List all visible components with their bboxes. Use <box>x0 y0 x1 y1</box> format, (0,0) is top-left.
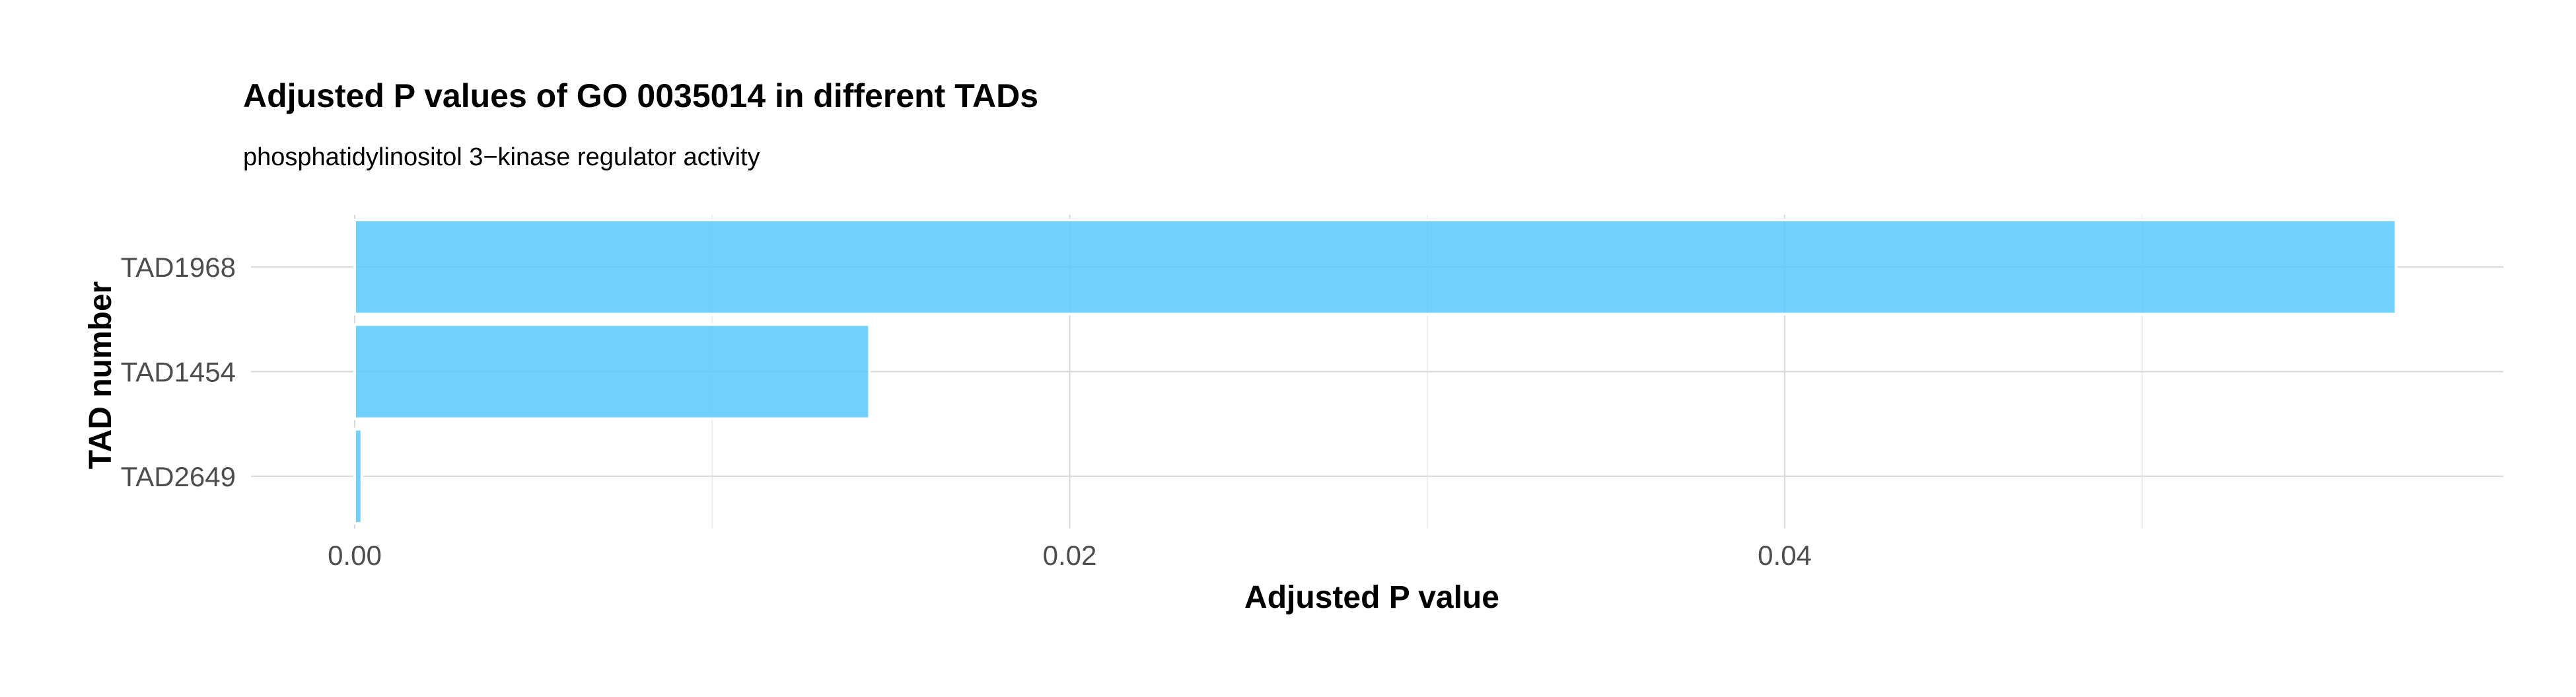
y-tick-label-TAD1968: TAD1968 <box>121 252 236 283</box>
chart-subtitle: phosphatidylinositol 3−kinase regulator … <box>243 143 760 171</box>
chart-title: Adjusted P values of GO 0035014 in diffe… <box>243 77 1038 114</box>
x-axis-tick-labels: 0.00 0.02 0.04 <box>328 540 1812 571</box>
y-tick-label-TAD2649: TAD2649 <box>121 461 236 492</box>
bar-TAD1454 <box>353 323 871 420</box>
x-tick-label-0: 0.00 <box>328 540 382 571</box>
y-axis-tick-labels: TAD1968 TAD1454 TAD2649 <box>121 252 236 492</box>
y-axis-title: TAD number <box>83 281 118 469</box>
x-axis-title: Adjusted P value <box>1244 580 1499 615</box>
bar-TAD2649 <box>353 427 363 525</box>
x-tick-label-1: 0.02 <box>1043 540 1097 571</box>
y-tick-label-TAD1454: TAD1454 <box>121 357 236 388</box>
x-tick-label-2: 0.04 <box>1758 540 1812 571</box>
bars <box>353 218 2398 525</box>
bar-TAD1968 <box>353 218 2398 316</box>
